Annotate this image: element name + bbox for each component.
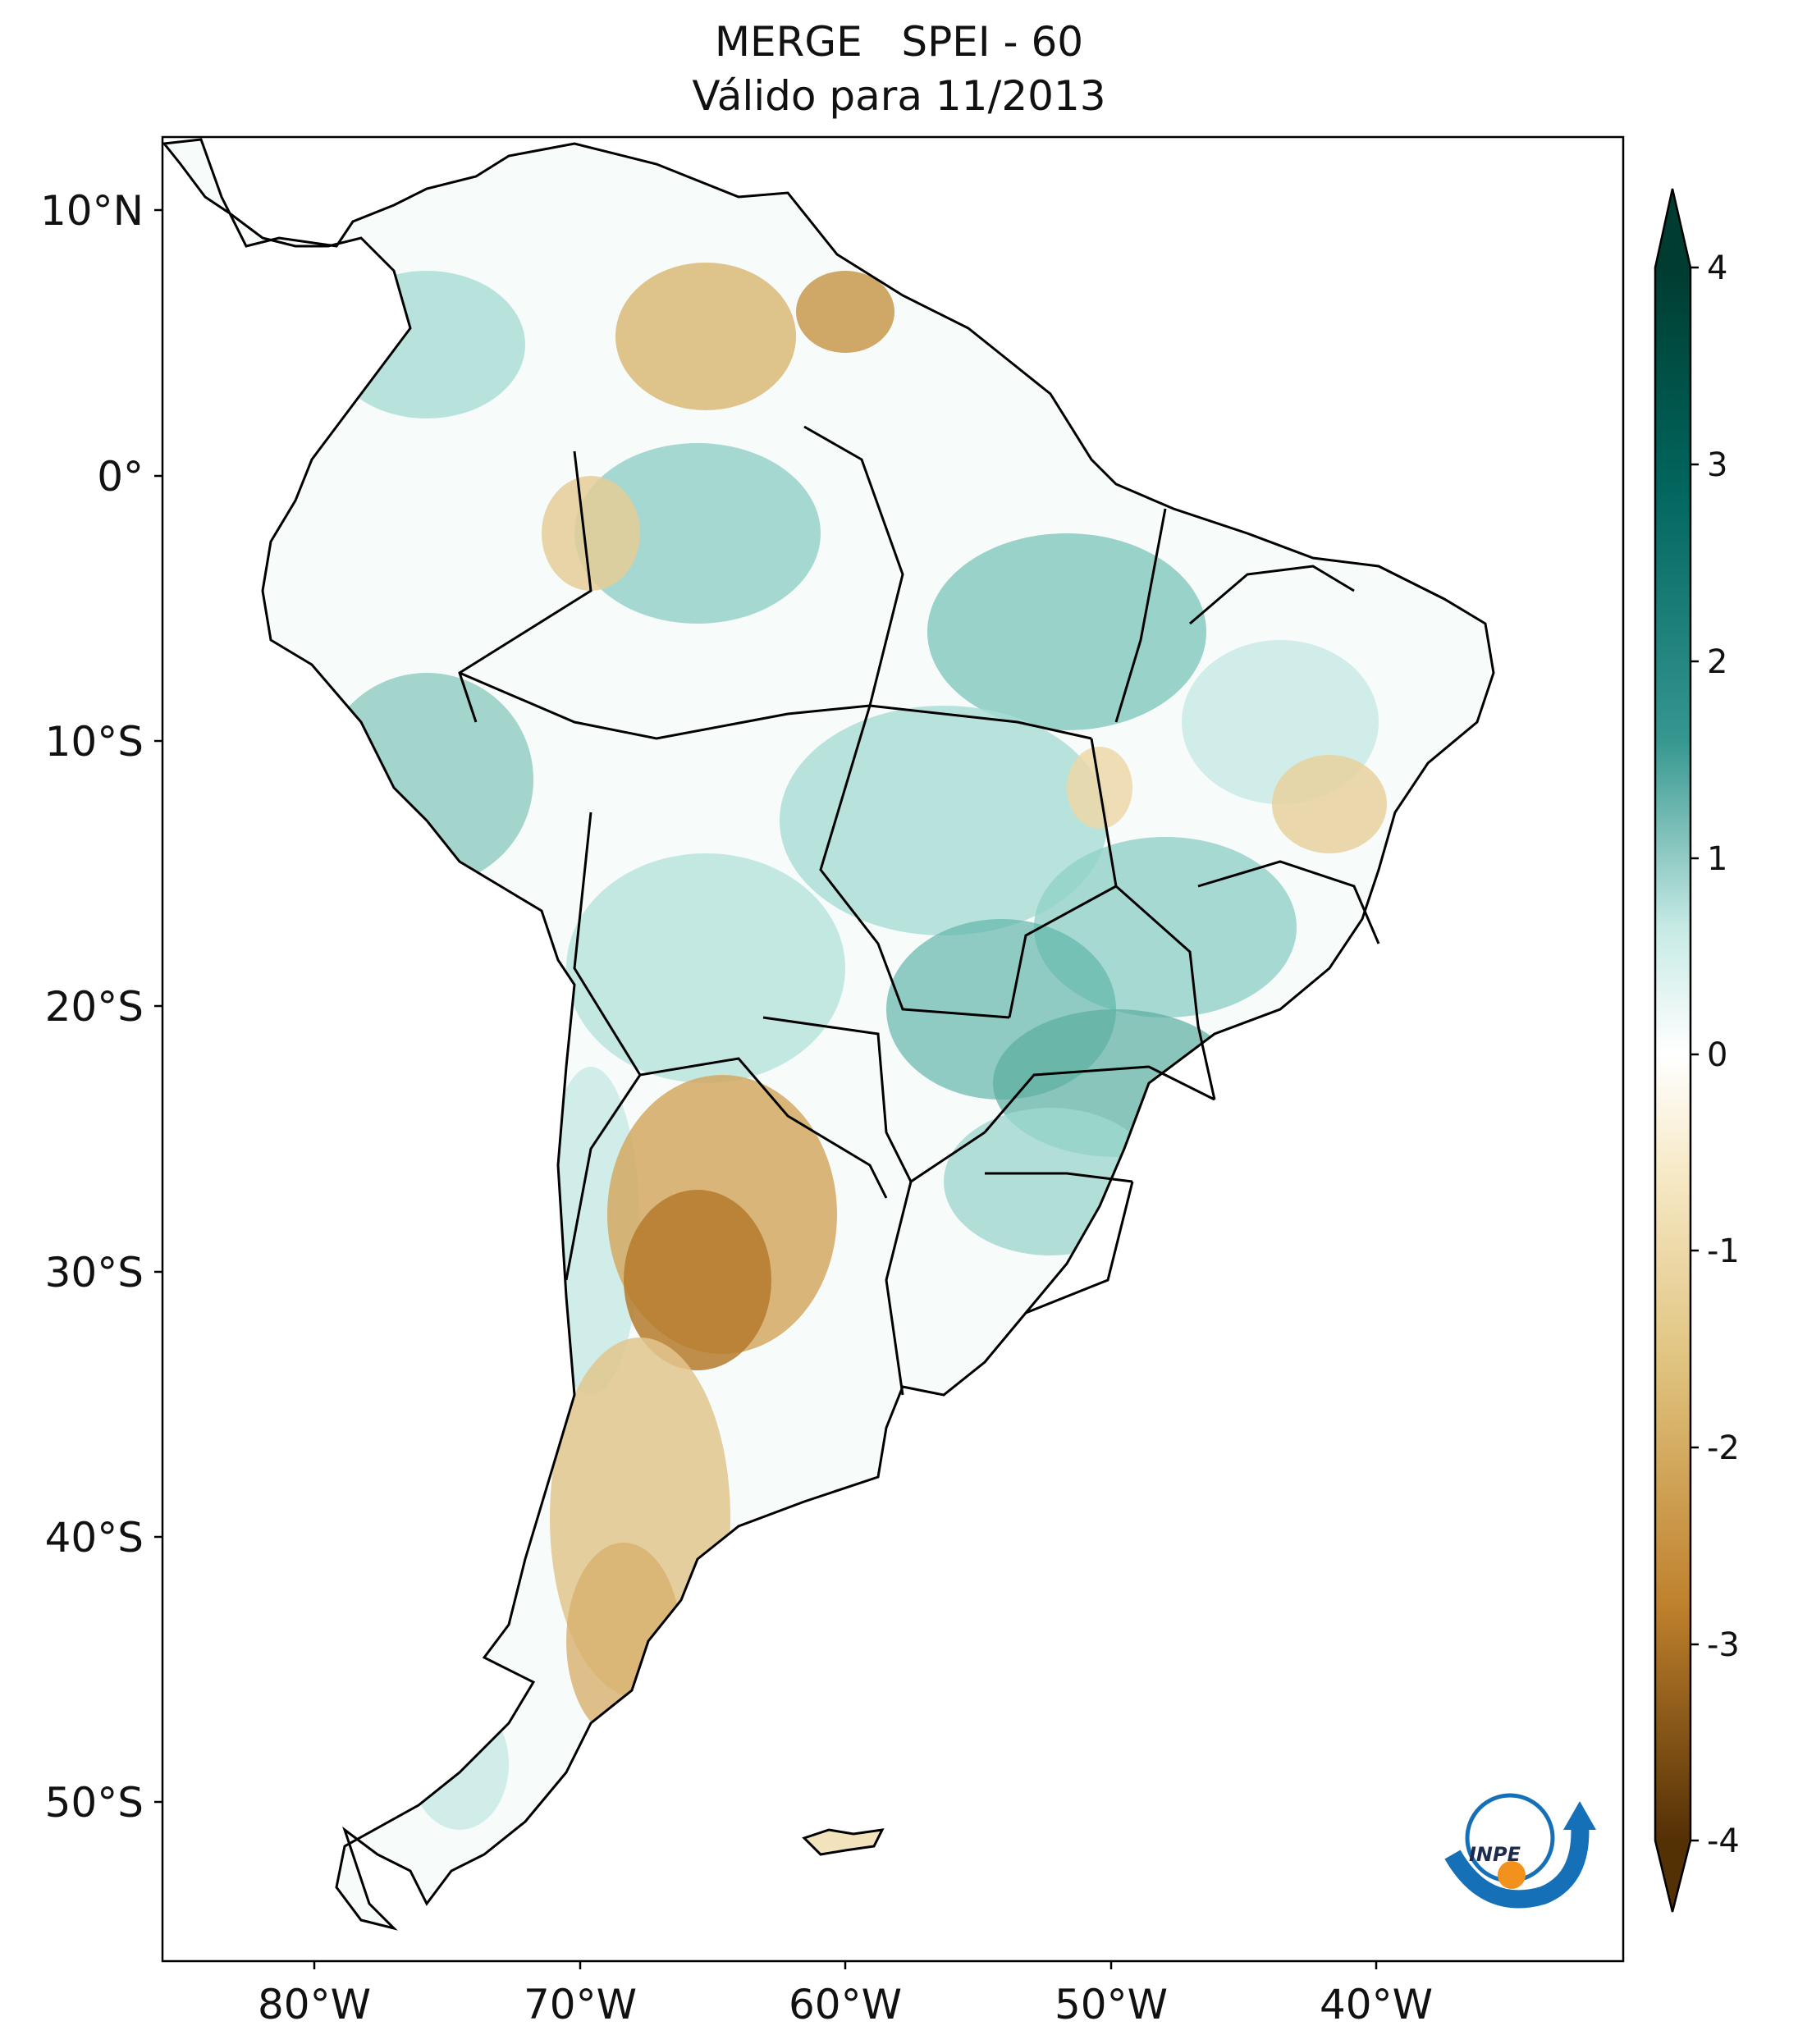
colorbar-tick-4: 4 bbox=[1707, 249, 1727, 287]
lon-label-50w: 50°W bbox=[1055, 1981, 1168, 2028]
lat-label-10n: 10°N bbox=[40, 187, 144, 235]
lat-label-20s: 20°S bbox=[45, 983, 144, 1031]
lon-label-70w: 70°W bbox=[524, 1981, 637, 2028]
lat-axis bbox=[154, 208, 162, 1804]
colorbar: 4 3 2 1 0 -1 -2 -3 -4 bbox=[1654, 188, 1740, 1913]
colorbar-tick-2: 2 bbox=[1707, 643, 1727, 681]
colorbar-top-arrow bbox=[1655, 189, 1690, 268]
colorbar-tick-0: 0 bbox=[1707, 1036, 1727, 1074]
lon-label-60w: 60°W bbox=[789, 1981, 902, 2028]
colorbar-tick-neg3: -3 bbox=[1707, 1626, 1740, 1664]
map-subtitle: Válido para 11/2013 bbox=[692, 72, 1106, 120]
lat-label-40s: 40°S bbox=[45, 1514, 144, 1562]
inpe-logo: INPE bbox=[1444, 1793, 1596, 1909]
map-title: MERGE SPEI - 60 bbox=[714, 18, 1084, 66]
colorbar-tick-1: 1 bbox=[1707, 840, 1727, 878]
lat-label-30s: 30°S bbox=[45, 1249, 144, 1296]
colorbar-tick-neg2: -2 bbox=[1707, 1429, 1740, 1467]
country-borders bbox=[458, 425, 1380, 1396]
lon-label-80w: 80°W bbox=[258, 1981, 371, 2028]
colorbar-tick-neg4: -4 bbox=[1707, 1822, 1740, 1860]
colorbar-tick-3: 3 bbox=[1707, 446, 1727, 484]
colorbar-tick-neg1: -1 bbox=[1707, 1232, 1740, 1270]
lat-label-10s: 10°S bbox=[45, 718, 144, 766]
lon-label-40w: 40°W bbox=[1320, 1981, 1433, 2028]
colorbar-bottom-arrow bbox=[1655, 1841, 1690, 1912]
colorbar-scale bbox=[1655, 268, 1690, 1841]
lon-axis bbox=[313, 1961, 1378, 1969]
falkland-islands bbox=[802, 1828, 885, 1856]
lat-label-0: 0° bbox=[97, 453, 144, 501]
lat-label-50s: 50°S bbox=[45, 1779, 144, 1827]
inpe-logo-text: INPE bbox=[1469, 1843, 1521, 1866]
